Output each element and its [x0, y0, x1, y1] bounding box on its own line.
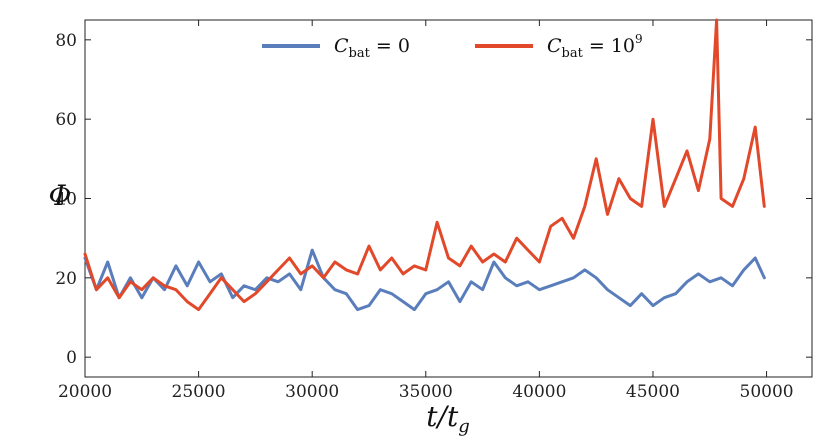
legend: Cbat = 0 Cbat = 109: [262, 32, 643, 61]
legend-label: Cbat = 109: [547, 32, 643, 61]
y-tick-label: 60: [55, 110, 77, 130]
x-tick-label: 25000: [172, 382, 226, 402]
x-axis-label: t/tg: [426, 400, 469, 437]
series-line-1: [83, 248, 766, 312]
y-axis-label: Φ: [49, 179, 72, 212]
series-layer: [83, 18, 766, 312]
x-tick-label: 35000: [399, 382, 453, 402]
y-tick-label: 40: [55, 190, 77, 210]
y-tick-label: 0: [66, 348, 77, 368]
y-tick-label: 20: [55, 269, 77, 289]
x-axis: 20000 25000 30000 35000 40000 45000 50000: [58, 20, 794, 402]
x-tick-label: 40000: [512, 382, 566, 402]
x-tick-label: 45000: [626, 382, 680, 402]
y-tick-label: 80: [55, 31, 77, 51]
legend-label: Cbat = 0: [334, 35, 410, 61]
plot-area: [84, 19, 813, 378]
x-tick-label: 50000: [740, 382, 794, 402]
series-line-2: [83, 18, 766, 312]
x-tick-label: 20000: [58, 382, 112, 402]
y-axis: 0 20 40 60 80: [55, 31, 812, 368]
x-tick-label: 30000: [285, 382, 339, 402]
